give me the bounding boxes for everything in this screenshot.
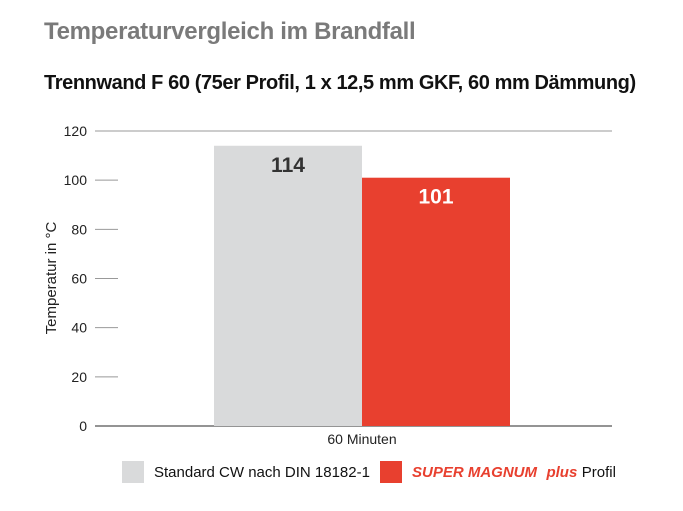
chart-title: Temperaturvergleich im Brandfall: [44, 18, 416, 45]
y-tick-label: 80: [71, 221, 87, 237]
legend-brand: SUPER MAGNUM: [412, 464, 538, 481]
legend-label-super-magnum: SUPER MAGNUM plus Profil: [412, 464, 616, 481]
x-tick-label: 60 Minuten: [327, 431, 396, 447]
legend-swatch-standard: [122, 461, 144, 483]
legend-suffix: Profil: [582, 464, 616, 481]
legend-swatch-super-magnum: [380, 461, 402, 483]
bar-super-magnum: [362, 177, 510, 426]
y-tick-label: 100: [64, 172, 88, 188]
y-tick-label: 120: [64, 123, 88, 139]
data-label: 101: [418, 186, 453, 209]
legend-label-standard: Standard CW nach DIN 18182-1: [154, 464, 370, 481]
y-axis-label: Temperatur in °C: [43, 221, 60, 334]
axes: 0 20 40 60 80 100 120 60 Minuten: [64, 123, 397, 447]
legend-brand-suffix: plus: [545, 464, 577, 481]
y-tick-label: 60: [71, 271, 87, 287]
bars: 114 101: [214, 145, 510, 426]
y-tick-label: 0: [79, 418, 87, 434]
y-tick-label: 20: [71, 369, 87, 385]
chart-subtitle: Trennwand F 60 (75er Profil, 1 x 12,5 mm…: [44, 72, 636, 94]
bar-standard: [214, 145, 362, 426]
y-tick-label: 40: [71, 320, 87, 336]
legend: Standard CW nach DIN 18182-1 SUPER MAGNU…: [122, 461, 616, 483]
data-label: 114: [271, 154, 305, 177]
